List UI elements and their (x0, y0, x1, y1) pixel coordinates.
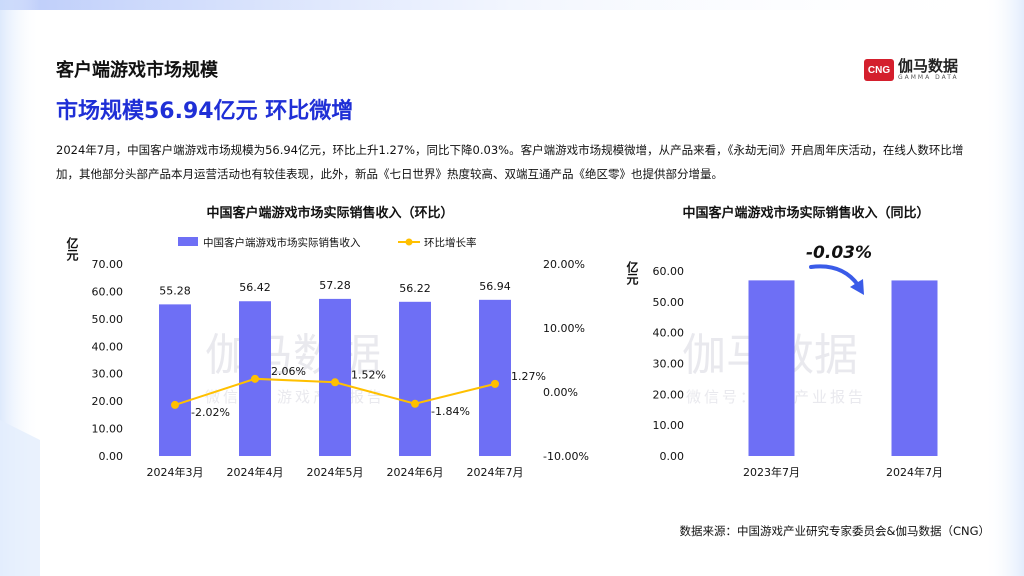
bar-value-label: 55.28 (159, 284, 191, 297)
legend-line-label: 环比增长率 (424, 236, 477, 249)
y2-tick-label: -10.00% (543, 450, 589, 463)
watermark-sub: 微信号：游戏产业报告 (205, 388, 385, 406)
section-title: 客户端游戏市场规模 (56, 60, 218, 81)
y-tick-label: 50.00 (92, 313, 124, 326)
logo-name-en: GAMMA DATA (898, 74, 959, 81)
mom-growth-label: 1.52% (351, 368, 386, 381)
headline: 市场规模56.94亿元 环比微增 (56, 99, 354, 124)
x-tick-label: 2024年7月 (467, 465, 524, 479)
revenue-bar (319, 298, 351, 456)
x-tick-label: 2024年6月 (387, 465, 444, 479)
chart-title-2: 中国客户端游戏市场实际销售收入（同比） (682, 205, 929, 221)
y-tick-label: 30.00 (92, 368, 124, 381)
y-tick-label-2: 30.00 (653, 358, 685, 371)
y-tick-label: 60.00 (92, 285, 124, 298)
chart-title: 中国客户端游戏市场实际销售收入（环比） (206, 205, 453, 221)
mom-revenue-chart: 伽马数据 微信号：游戏产业报告 中国客户端游戏市场实际销售收入（环比） 中国客户… (65, 205, 589, 479)
y-axis-label: 亿元 (65, 236, 79, 262)
brand-logo: CNG 伽马数据 GAMMA DATA (864, 58, 959, 82)
y-tick-label: 20.00 (92, 395, 124, 408)
y-axis-label-2: 亿元 (625, 260, 639, 286)
revenue-bar (399, 301, 431, 456)
mom-growth-label: -2.02% (191, 406, 230, 419)
yoy-revenue-bar (891, 280, 938, 456)
y-tick-label-2: 60.00 (653, 265, 685, 278)
decline-arrow-head-icon (850, 279, 864, 295)
mom-growth-point (411, 399, 419, 408)
x-tick-label-2: 2024年7月 (886, 465, 943, 479)
revenue-bar (479, 299, 511, 456)
mom-growth-point (491, 379, 499, 388)
yoy-change-annotation: -0.03% (806, 243, 872, 263)
y-tick-label-2: 50.00 (653, 296, 685, 309)
mom-growth-label: 1.27% (511, 370, 546, 383)
y-tick-label: 40.00 (92, 340, 124, 353)
yoy-revenue-bar (748, 280, 795, 456)
data-source: 数据来源：中国游戏产业研究专家委员会&伽马数据（CNG） (679, 524, 990, 538)
mom-growth-point (331, 378, 339, 387)
y-tick-label-2: 10.00 (653, 419, 685, 432)
logo-name: 伽马数据 (898, 57, 959, 75)
cng-logo-icon: CNG (864, 59, 894, 81)
mom-growth-point (171, 400, 179, 409)
x-tick-label: 2024年4月 (227, 465, 284, 479)
x-tick-label: 2024年3月 (147, 465, 204, 479)
decline-arrow-icon (809, 264, 860, 287)
y-tick-label: 0.00 (99, 450, 124, 463)
y-tick-label: 70.00 (92, 258, 124, 271)
legend-bar-label: 中国客户端游戏市场实际销售收入 (203, 236, 361, 249)
mom-growth-point (251, 374, 259, 383)
y-tick-label-2: 20.00 (653, 388, 685, 401)
revenue-bar (159, 304, 191, 456)
y2-tick-label: 10.00% (543, 322, 585, 335)
watermark-main: 伽马数据 (205, 330, 381, 381)
y2-tick-label: 0.00% (543, 386, 578, 399)
bar-value-label: 56.42 (239, 281, 271, 294)
y-tick-label-2: 40.00 (653, 327, 685, 340)
mom-growth-label: -1.84% (431, 405, 470, 418)
legend-line-marker (405, 238, 413, 246)
x-tick-label-2: 2023年7月 (743, 465, 800, 479)
bar-value-label: 56.94 (479, 280, 511, 293)
legend-bar-swatch (178, 237, 198, 246)
y2-tick-label: 20.00% (543, 258, 585, 271)
yoy-revenue-chart: 伽马数据 微信号：游戏产业报告 中国客户端游戏市场实际销售收入（同比） 亿元 -… (625, 205, 943, 479)
bar-value-label: 57.28 (319, 279, 351, 292)
summary-text: 2024年7月，中国客户端游戏市场规模为56.94亿元，环比上升1.27%，同比… (56, 143, 964, 181)
x-tick-label: 2024年5月 (307, 465, 364, 479)
y-tick-label-2: 0.00 (660, 450, 685, 463)
mom-growth-label: 2.06% (271, 365, 306, 378)
y-tick-label: 10.00 (92, 423, 124, 436)
bar-value-label: 56.22 (399, 282, 431, 295)
